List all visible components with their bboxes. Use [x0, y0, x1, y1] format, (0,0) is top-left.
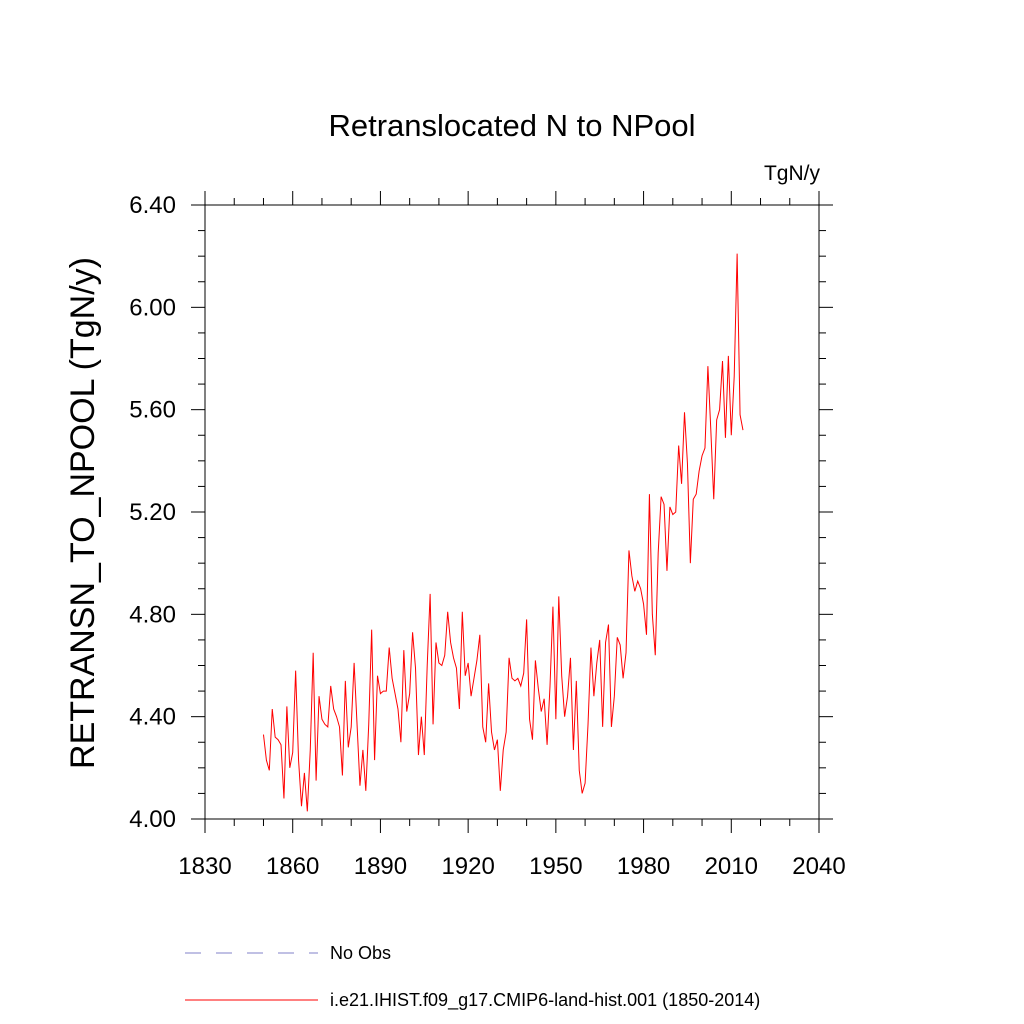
y-axis-label: RETRANSN_TO_NPOOL (TgN/y): [64, 257, 102, 769]
y-tick-label: 4.00: [129, 806, 176, 833]
plot-frame: [204, 204, 820, 820]
y-tick-label: 4.80: [129, 601, 176, 628]
y-tick-label: 4.40: [129, 704, 176, 731]
units-label: TgN/y: [764, 162, 821, 185]
x-tick-label: 2040: [792, 853, 845, 880]
y-tick-label: 5.20: [129, 499, 176, 526]
y-tick-labels: 4.00 4.40 4.80 5.20 5.60 6.00 6.40: [129, 192, 176, 833]
legend-label-model: i.e21.IHIST.f09_g17.CMIP6-land-hist.001 …: [330, 990, 760, 1011]
y-tick-label: 6.40: [129, 192, 176, 219]
x-tick-labels: 1830 1860 1890 1920 1950 1980 2010 2040: [178, 853, 845, 880]
data-line: [262, 253, 744, 812]
axis-ticks: [191, 191, 833, 833]
x-tick-label: 1860: [266, 853, 319, 880]
x-tick-label: 1890: [354, 853, 407, 880]
x-tick-label: 1980: [617, 853, 670, 880]
x-tick-label: 1920: [441, 853, 494, 880]
y-tick-label: 6.00: [129, 294, 176, 321]
legend-label-no-obs: No Obs: [330, 943, 391, 963]
chart-title: Retranslocated N to NPool: [328, 108, 695, 143]
x-tick-label: 2010: [705, 853, 758, 880]
y-tick-label: 5.60: [129, 397, 176, 424]
x-tick-label: 1830: [178, 853, 231, 880]
x-tick-label: 1950: [529, 853, 582, 880]
